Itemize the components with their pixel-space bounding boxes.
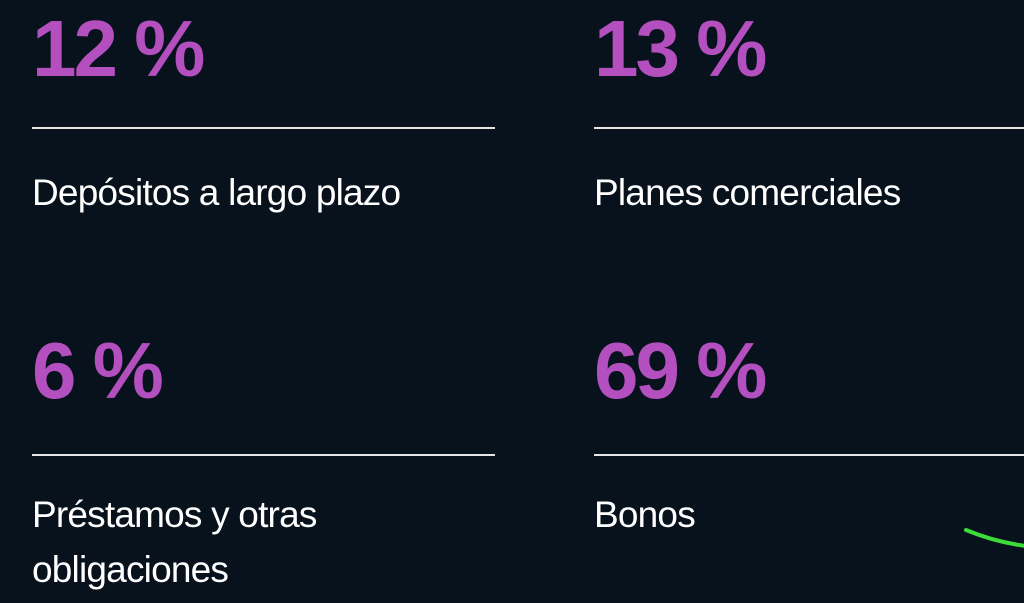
divider (32, 127, 495, 129)
divider (594, 127, 1024, 129)
stat-label: Planes comerciales (594, 172, 901, 213)
stat-value: 69 % (594, 326, 767, 415)
stat-label: Depósitos a largo plazo (32, 172, 401, 213)
stat-value: 12 % (32, 4, 205, 93)
stat-value: 13 % (594, 4, 767, 93)
divider (594, 454, 1024, 456)
stat-label: Bonos (594, 494, 696, 535)
stat-label: Préstamos y otras obligaciones (32, 494, 317, 590)
stat-value: 6 % (32, 326, 164, 415)
divider (32, 454, 495, 456)
